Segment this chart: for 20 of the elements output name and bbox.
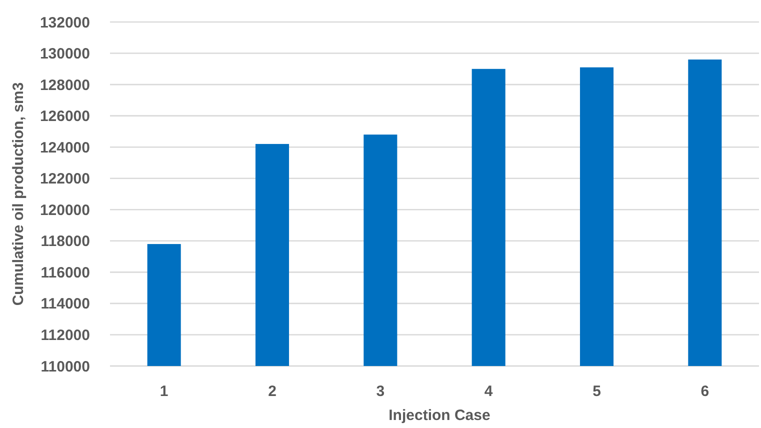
y-tick-label: 128000 (40, 76, 90, 94)
y-tick-label: 110000 (40, 358, 90, 376)
y-tick-label: 118000 (40, 233, 90, 250)
y-tick-label: 126000 (40, 108, 90, 126)
x-tick-label: 2 (268, 383, 276, 400)
x-tick-label: 5 (592, 383, 601, 400)
x-tick-label: 6 (700, 383, 710, 400)
y-tick-label: 122000 (40, 170, 90, 188)
x-axis-title: Injection Case (388, 407, 490, 424)
x-tick-label: 1 (160, 383, 168, 400)
y-tick-label: 116000 (40, 264, 90, 282)
x-tick-label: 4 (484, 383, 494, 400)
y-tick-label: 132000 (40, 14, 90, 32)
y-axis-title: Cumulative oil production, sm3 (10, 82, 27, 306)
y-tick-label: 114000 (40, 296, 90, 313)
y-tick-label: 120000 (40, 202, 90, 219)
y-tick-label: 130000 (40, 46, 90, 63)
x-tick-label: 3 (376, 383, 385, 400)
y-tick-label: 112000 (40, 326, 90, 344)
y-tick-label: 124000 (40, 139, 90, 156)
